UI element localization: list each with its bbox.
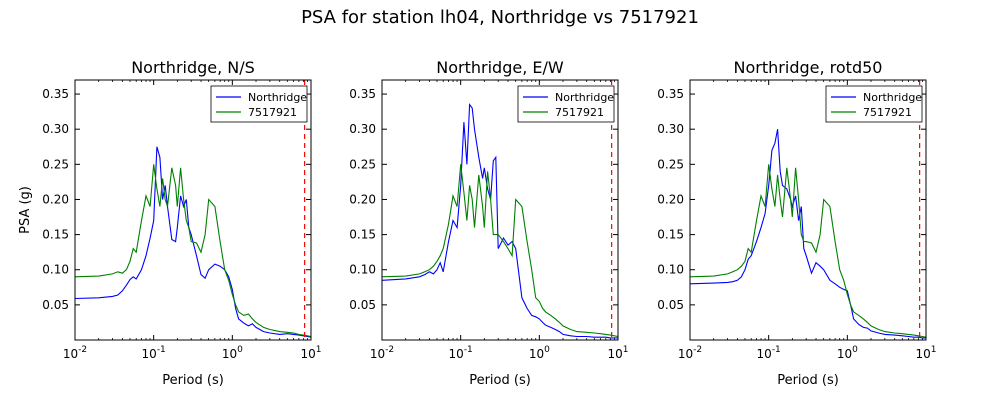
y-tick-label: 0.10 [42, 263, 69, 277]
x-tick-label: 10-1 [142, 345, 166, 361]
y-tick-label: 0.15 [657, 228, 684, 242]
y-tick-label: 0.35 [657, 87, 684, 101]
y-tick-label: 0.25 [349, 157, 376, 171]
legend: Northridge 7517921 [517, 85, 615, 123]
y-tick-label: 0.30 [42, 122, 69, 136]
x-tick-label: 100 [222, 345, 243, 361]
x-tick-label: 101 [300, 345, 321, 361]
legend: Northridge 7517921 [210, 85, 308, 123]
y-tick-label: 0.05 [349, 298, 376, 312]
y-axis-label: PSA (g) [18, 186, 33, 234]
y-tick-label: 0.05 [657, 298, 684, 312]
legend-label: 7517921 [863, 106, 912, 119]
chart-panel-3: Northridge, rotd50 10-2 10-1 100 101 0.05 0.10… [657, 58, 936, 388]
chart-panel-2: Northridge, E/W 10-2 10-1 100 101 0.05 0.10 0.1… [349, 58, 628, 388]
y-tick-label: 0.30 [349, 122, 376, 136]
y-tick-label: 0.20 [349, 192, 376, 206]
legend-label: Northridge [248, 91, 307, 104]
series-line-simulation [382, 164, 618, 338]
x-axis-label: Period (s) [469, 373, 531, 388]
x-tick-label: 10-2 [63, 345, 87, 361]
legend-label: 7517921 [248, 106, 297, 119]
axes-frame [74, 79, 312, 341]
chart-panel-1: Northridge, N/S 10-2 10-1 100 101 0.05 0.10 0.1… [18, 58, 322, 388]
axes-frame [689, 79, 927, 341]
y-tick-label: 0.35 [42, 87, 69, 101]
legend-label: Northridge [555, 91, 614, 104]
y-tick-label: 0.30 [657, 122, 684, 136]
panel-title: Northridge, rotd50 [734, 58, 883, 77]
legend-box [517, 85, 615, 123]
y-tick-label: 0.15 [349, 228, 376, 242]
legend: Northridge 7517921 [825, 85, 923, 123]
axes-frame [381, 79, 619, 341]
series-line-northridge [690, 129, 926, 339]
legend-box [825, 85, 923, 123]
x-tick-label: 100 [837, 345, 858, 361]
legend-label: Northridge [863, 91, 922, 104]
y-tick-label: 0.35 [349, 87, 376, 101]
legend-label: 7517921 [555, 106, 604, 119]
series-line-northridge [382, 103, 618, 339]
series-line-simulation [690, 164, 926, 338]
x-tick-label: 10-2 [370, 345, 394, 361]
y-tick-label: 0.05 [42, 298, 69, 312]
chart-panels: Northridge, N/S 10-2 10-1 100 101 0.05 0.10 0.1… [18, 58, 937, 388]
y-tick-label: 0.10 [349, 263, 376, 277]
x-axis-label: Period (s) [162, 373, 224, 388]
y-tick-label: 0.25 [657, 157, 684, 171]
y-tick-label: 0.20 [42, 192, 69, 206]
y-tick-label: 0.15 [42, 228, 69, 242]
y-tick-label: 0.25 [42, 157, 69, 171]
series-line-simulation [75, 164, 311, 338]
x-tick-label: 101 [915, 345, 936, 361]
x-tick-label: 10-2 [678, 345, 702, 361]
x-tick-label: 100 [529, 345, 550, 361]
legend-box [210, 85, 308, 123]
x-tick-label: 10-1 [757, 345, 781, 361]
y-tick-label: 0.20 [657, 192, 684, 206]
x-tick-label: 101 [607, 345, 628, 361]
x-tick-label: 10-1 [449, 345, 473, 361]
x-axis-label: Period (s) [777, 373, 839, 388]
figure-title: PSA for station lh04, Northridge vs 7517… [301, 7, 699, 28]
series-line-northridge [75, 146, 311, 338]
y-tick-label: 0.10 [657, 263, 684, 277]
panel-title: Northridge, E/W [436, 58, 564, 77]
panel-title: Northridge, N/S [131, 58, 255, 77]
